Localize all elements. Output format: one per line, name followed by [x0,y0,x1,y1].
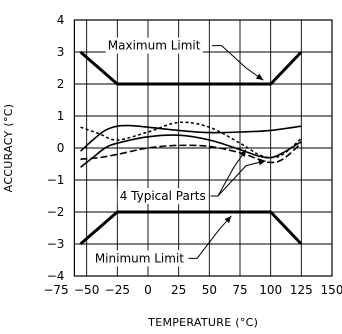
min-limit-line [79,210,303,246]
annotation-typical-parts-leader-2 [217,160,266,197]
x-tick-label: 150 [321,283,342,297]
y-tick-label: 4 [57,13,65,27]
annotation-minimum-limit-leader [188,215,232,259]
annotation-minimum-limit-bg [92,250,187,267]
x-tick-label: 75 [232,283,247,297]
annotation-maximum-limit-leader [211,45,264,81]
annotation-minimum-limit-leader-head [224,215,232,224]
y-tick-label: 2 [57,77,65,91]
max-limit-line [79,50,303,86]
typical-part-1-line [79,124,302,152]
annotation-maximum-limit-leader-head [255,73,264,81]
annotation-typical-parts-bg [117,188,208,204]
annotation-minimum-limit: Minimum Limit [95,251,184,265]
annotation-maximum-limit-bg [105,37,203,54]
annotation-typical-parts-leader-1 [210,149,247,197]
y-tick-label: 1 [57,109,65,123]
y-tick-label: 3 [57,45,65,59]
y-axis-title: ACCURACY (°C) [2,104,15,193]
x-tick-label: 25 [171,283,186,297]
y-tick-label: 0 [57,141,65,155]
x-tick-label: −75 [43,283,68,297]
typical-part-4-line [80,142,302,164]
x-tick-label: −25 [105,283,130,297]
typical-part-3-line [80,121,302,159]
plot-frame [73,19,333,277]
y-tick-label: −4 [47,269,65,283]
x-axis-title: TEMPERATURE (°C) [147,316,258,329]
y-tick-label: −3 [47,237,65,251]
annotation-typical-parts: 4 Typical Parts [120,189,206,203]
x-tick-label: 0 [144,283,152,297]
x-tick-label: 50 [202,283,217,297]
x-tick-label: 125 [290,283,313,297]
annotation-typical-parts-leader-1-head [239,149,247,158]
y-tick-label: −1 [47,173,65,187]
annotation-maximum-limit: Maximum Limit [108,39,201,53]
annotation-typical-parts-leader-2-head [258,159,266,166]
y-tick-label: −2 [47,205,65,219]
x-tick-label: −50 [74,283,99,297]
x-tick-label: 100 [259,283,282,297]
